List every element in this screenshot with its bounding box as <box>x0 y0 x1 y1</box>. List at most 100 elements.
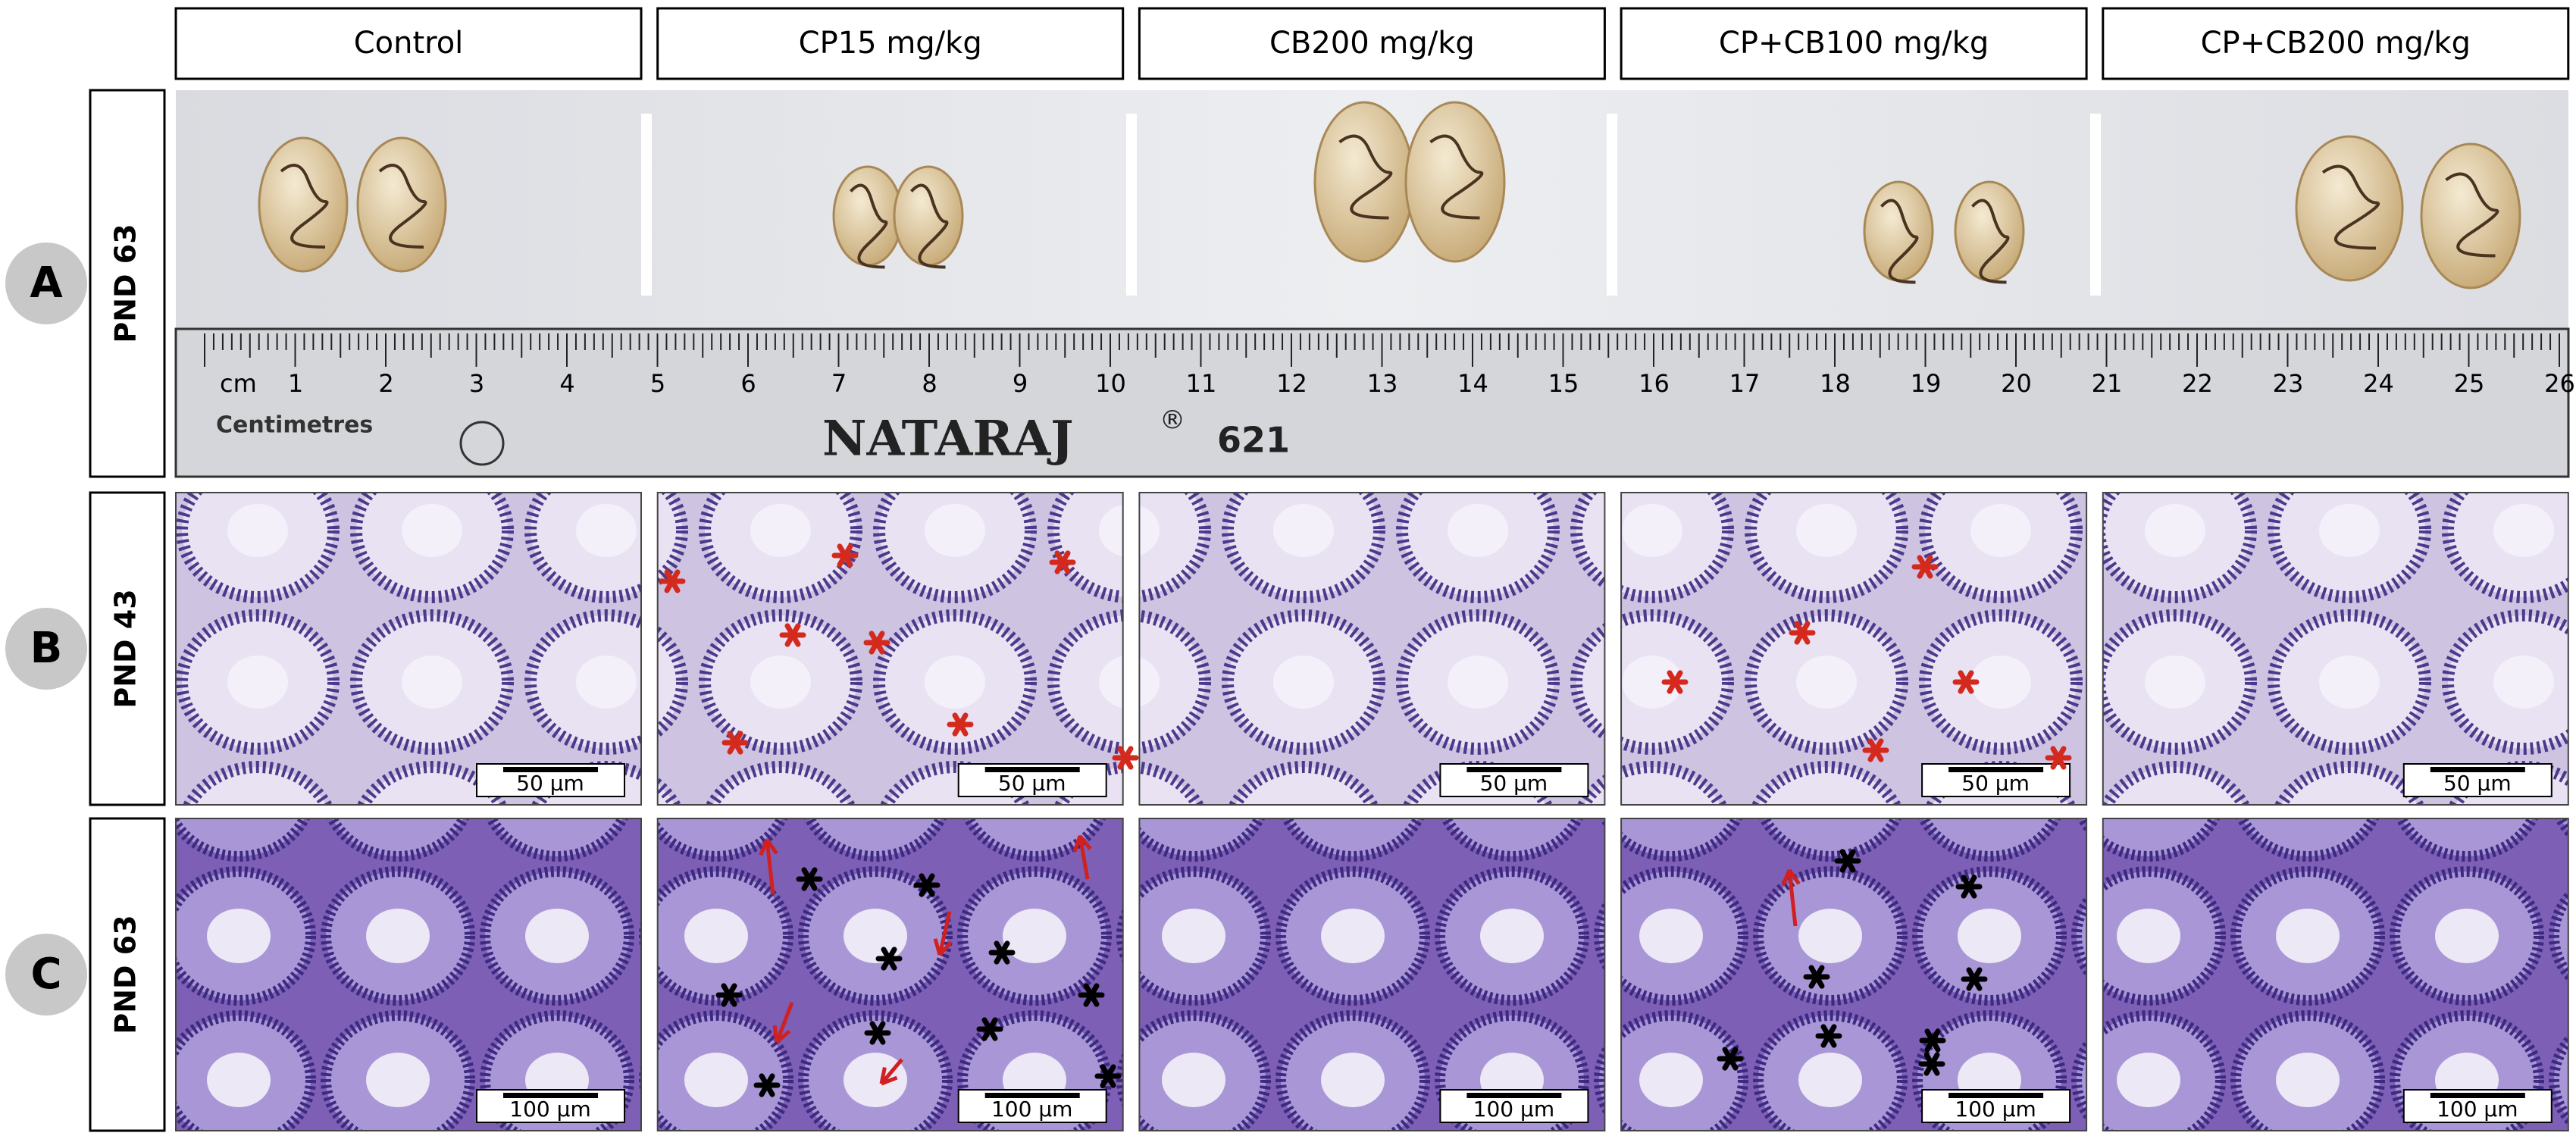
ruler-number: 12 <box>1276 369 1307 398</box>
scale-bar-label: 100 µm <box>991 1097 1072 1122</box>
arrow-marker <box>937 911 952 956</box>
row-label: PND 63 <box>109 224 142 343</box>
testis-vessel <box>1429 134 1484 220</box>
divider <box>1126 114 1137 296</box>
asterisk-marker <box>721 983 737 1007</box>
asterisk-marker <box>1054 550 1071 574</box>
row-badge <box>5 608 87 690</box>
asterisk-marker <box>981 1017 998 1041</box>
ruler-number: 11 <box>1186 369 1217 398</box>
column-header: CP+CB200 mg/kg <box>2201 26 2471 61</box>
micrograph <box>175 492 642 806</box>
ruler-logo <box>459 421 505 466</box>
scale-bar <box>2430 767 2525 772</box>
scale-bar <box>1466 767 1562 772</box>
arrow-marker <box>1787 869 1798 927</box>
micrograph <box>1620 818 2088 1131</box>
testis <box>2295 135 2404 282</box>
asterisk-marker <box>759 1073 775 1097</box>
divider <box>2090 114 2101 296</box>
testis <box>1313 101 1415 263</box>
column-header: CB200 mg/kg <box>1269 26 1475 61</box>
asterisk-marker <box>869 1021 886 1045</box>
micrograph <box>1138 818 1606 1131</box>
row-label: PND 43 <box>109 589 142 708</box>
asterisk-marker <box>1667 670 1683 694</box>
header-box <box>1138 7 1606 80</box>
testis-vessel <box>910 183 949 269</box>
row-label-box <box>89 491 166 806</box>
scale-bar-label: 100 µm <box>1955 1097 2036 1122</box>
arrow-head <box>772 1025 791 1044</box>
testis <box>1404 101 1506 263</box>
asterisk-marker <box>837 543 853 568</box>
ruler-number: 3 <box>469 369 484 398</box>
ruler-number: 24 <box>2363 369 2394 398</box>
testis-vessel <box>1880 199 1919 284</box>
ruler <box>174 327 2570 478</box>
ruler-registered: ® <box>1160 405 1185 436</box>
asterisk-marker <box>1083 983 1100 1007</box>
ruler-number: 15 <box>1548 369 1579 398</box>
testis <box>258 136 349 273</box>
testis <box>893 165 964 267</box>
scale-bar <box>503 767 598 772</box>
asterisk-marker <box>784 623 801 647</box>
ruler-model: 621 <box>1217 420 1290 461</box>
testis-vessel <box>1338 134 1393 220</box>
ruler-number: 1 <box>288 369 303 398</box>
arrow-marker <box>1078 835 1090 880</box>
asterisk-marker <box>952 712 969 737</box>
ruler-number: 21 <box>2092 369 2123 398</box>
testis-vessel <box>1971 199 2010 284</box>
testis <box>2420 142 2521 289</box>
asterisk-marker <box>1958 670 1974 694</box>
ruler-number: 10 <box>1095 369 1126 398</box>
ruler-number: 4 <box>559 369 574 398</box>
divider <box>1607 114 1617 296</box>
ruler-caption: Centimetres <box>216 412 373 439</box>
testis-vessel <box>850 183 888 269</box>
scale-bar-label: 100 µm <box>1473 1097 1554 1122</box>
asterisk-marker <box>801 867 818 891</box>
divider <box>641 114 652 296</box>
row-label: PND 63 <box>109 915 142 1034</box>
arrow-marker <box>775 1002 794 1043</box>
scale-bar-label: 50 µm <box>516 771 584 796</box>
scale-bar <box>1466 1093 1562 1098</box>
ruler-number: 18 <box>1820 369 1851 398</box>
ruler-number: 8 <box>922 369 937 398</box>
asterisk-marker <box>1820 1024 1837 1048</box>
ruler-number: 25 <box>2454 369 2485 398</box>
scale-bar-label: 50 µm <box>2443 771 2512 796</box>
ruler-number: 20 <box>2001 369 2032 398</box>
header-box <box>1620 7 2088 80</box>
asterisk-marker <box>1966 967 1983 991</box>
ruler-number: 16 <box>1639 369 1670 398</box>
scale-bar <box>2430 1093 2525 1098</box>
asterisk-marker <box>727 731 743 755</box>
asterisk-marker <box>1794 621 1811 645</box>
ruler-number: 23 <box>2273 369 2304 398</box>
asterisk-marker <box>1117 746 1134 770</box>
scale-bar <box>503 1093 598 1098</box>
scale-bar <box>1948 1093 2044 1098</box>
micrograph <box>1138 492 1606 806</box>
scale-bar-label: 100 µm <box>2437 1097 2518 1122</box>
row-letter: B <box>30 624 63 673</box>
ruler-number: 6 <box>740 369 756 398</box>
column-header: CP15 mg/kg <box>799 26 982 61</box>
micrograph <box>2102 492 2569 806</box>
row-badge <box>5 934 87 1016</box>
asterisk-marker <box>919 873 935 897</box>
ruler-number: 2 <box>378 369 393 398</box>
asterisk-marker <box>1923 1052 1940 1076</box>
testis-vessel <box>280 164 329 249</box>
scale-bar-label: 50 µm <box>998 771 1066 796</box>
asterisk-marker <box>881 947 897 971</box>
scale-bar <box>984 1093 1080 1098</box>
asterisk-marker <box>1924 1028 1941 1053</box>
ruler-unit: cm <box>220 369 257 398</box>
row-letter: C <box>30 950 61 999</box>
